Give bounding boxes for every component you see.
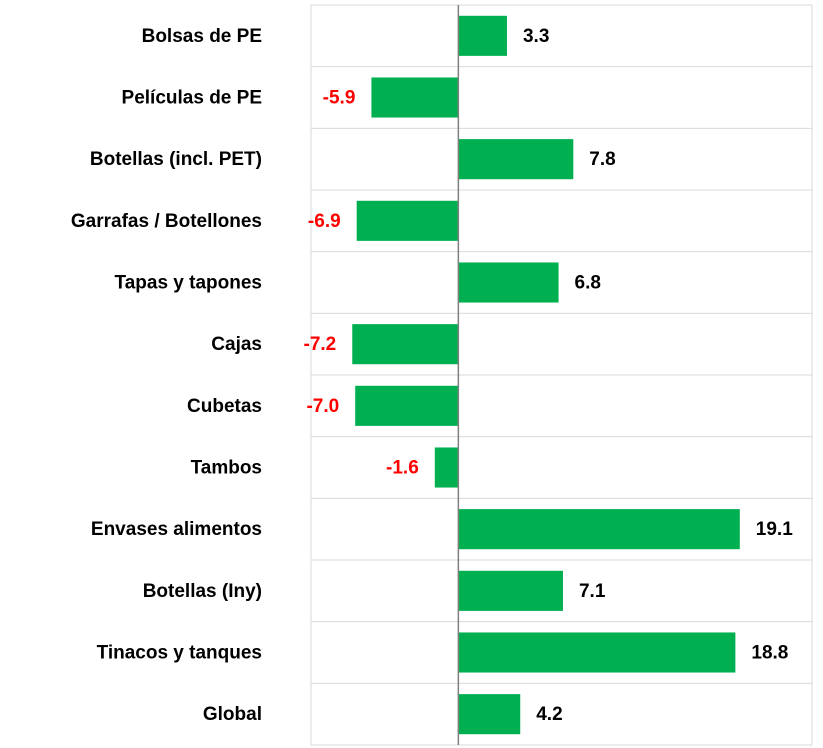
data-label: 19.1 xyxy=(756,519,793,540)
data-label: 6.8 xyxy=(575,273,601,294)
bar xyxy=(458,139,574,180)
data-label: 7.8 xyxy=(589,149,615,170)
bar xyxy=(355,385,459,426)
category-label: Tinacos y tanques xyxy=(97,643,262,664)
bar xyxy=(371,77,459,118)
data-label: 4.2 xyxy=(536,704,562,725)
data-label: 3.3 xyxy=(523,26,549,47)
data-label: -7.2 xyxy=(304,334,337,355)
category-label: Tapas y tapones xyxy=(115,273,262,294)
category-label: Bolsas de PE xyxy=(142,26,262,47)
bar xyxy=(458,15,507,56)
category-label: Envases alimentos xyxy=(91,519,262,540)
bar xyxy=(458,509,740,550)
category-label: Tambos xyxy=(191,458,262,479)
bar xyxy=(352,324,459,365)
bar xyxy=(458,694,521,735)
category-label: Películas de PE xyxy=(122,88,262,109)
bar xyxy=(458,632,736,673)
bar xyxy=(458,570,563,611)
bar xyxy=(356,200,459,241)
data-label: 7.1 xyxy=(579,581,606,602)
data-label: 18.8 xyxy=(751,643,788,664)
category-label: Global xyxy=(203,704,262,725)
data-label: -7.0 xyxy=(306,396,339,417)
category-label: Botellas (Iny) xyxy=(143,581,262,602)
bar xyxy=(458,262,559,303)
bar xyxy=(434,447,459,488)
data-label: -6.9 xyxy=(308,211,341,232)
data-label: -1.6 xyxy=(386,458,419,479)
category-label: Cajas xyxy=(211,334,262,355)
category-label: Botellas (incl. PET) xyxy=(90,149,262,170)
data-label: -5.9 xyxy=(323,88,356,109)
category-label: Garrafas / Botellones xyxy=(71,211,262,232)
category-label: Cubetas xyxy=(187,396,262,417)
